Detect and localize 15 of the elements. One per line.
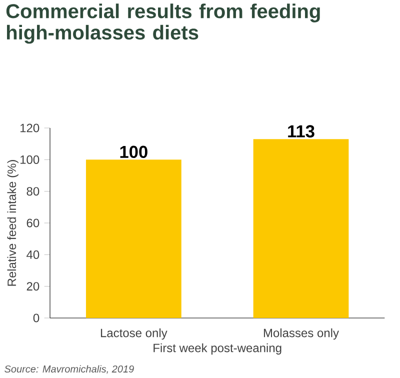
y-tick-label: 60 (26, 218, 40, 228)
y-tick-label: 80 (26, 187, 40, 196)
y-tick-label: 20 (26, 282, 40, 291)
chart-title: Commercial results from feeding high-molasses diets (6, 4, 320, 44)
y-tick-label: 0 (33, 314, 40, 322)
y-tick-label: 40 (26, 250, 40, 259)
source-note: Source: Mavromichalis, 2019 (4, 365, 134, 374)
data-label: 113 (288, 125, 314, 138)
x-tick-label: Molasses only (264, 328, 339, 340)
x-axis-title: First week post-weaning (154, 343, 282, 355)
y-tick-label: 100 (20, 155, 40, 164)
y-tick-label: 120 (20, 124, 40, 132)
data-label: 100 (120, 146, 148, 158)
y-axis-title: Relative feed intake (%) (7, 160, 18, 286)
x-tick-label: Lactose only (100, 328, 168, 340)
